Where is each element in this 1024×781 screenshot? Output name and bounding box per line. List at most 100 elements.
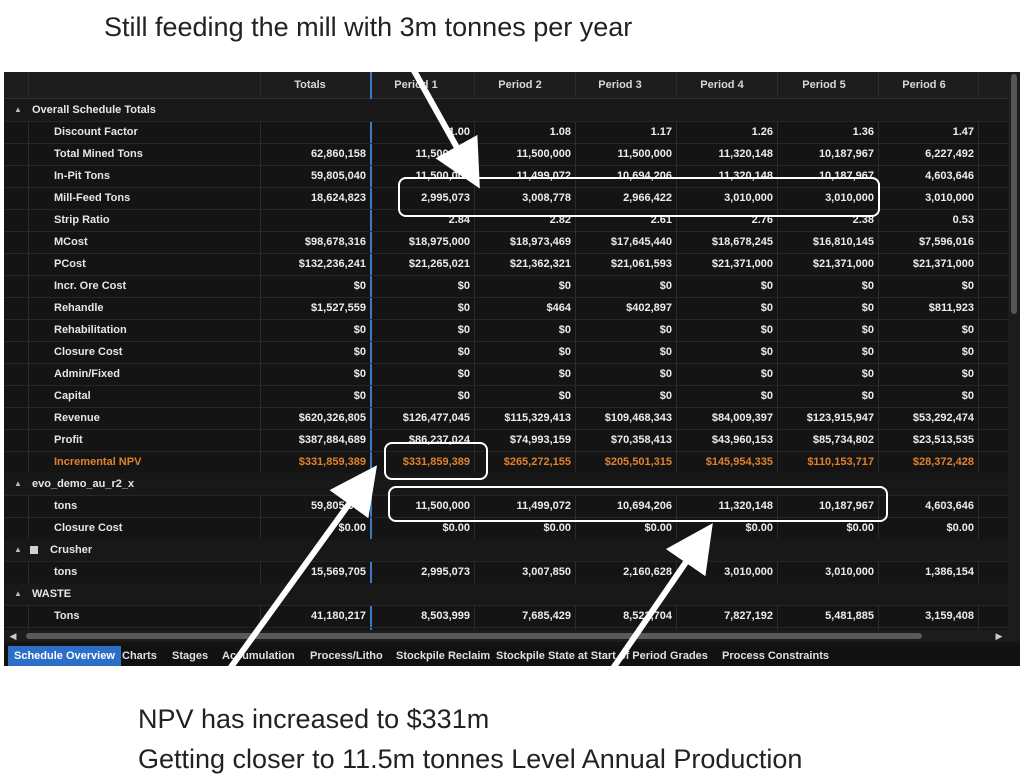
cell-period-2: $18,973,469 — [509, 236, 571, 248]
table-row[interactable]: PCost $132,236,241 $21,265,021 $21,362,321 $… — [4, 253, 1008, 276]
table-row[interactable]: Strip Ratio 2.84 2.82 2.61 2.76 2.38 0.53 — [4, 209, 1008, 232]
cell-period-6: $0 — [961, 346, 974, 358]
cell-totals: $1,527,559 — [310, 302, 366, 314]
group-row[interactable]: ▲ WASTE — [4, 583, 1008, 606]
vertical-scroll-thumb[interactable] — [1011, 74, 1017, 314]
cell-totals: $132,236,241 — [298, 258, 366, 270]
cell-period-4: $0 — [760, 368, 773, 380]
tab-stockpile-state-at-start-of-period[interactable]: Stockpile State at Start of Period — [496, 650, 667, 662]
cell-period-3: 10,694,206 — [616, 170, 672, 182]
collapse-toggle-icon[interactable]: ▲ — [14, 105, 22, 114]
table-row[interactable]: Rehandle $1,527,559 $0 $464 $402,897 $0 $0 $811… — [4, 297, 1008, 320]
table-row[interactable]: Admin/Fixed $0 $0 $0 $0 $0 $0 $0 — [4, 363, 1008, 386]
tab-process-constraints[interactable]: Process Constraints — [722, 650, 829, 662]
tab-accumulation[interactable]: Accumulation — [222, 650, 295, 662]
cell-period-3: $0 — [659, 346, 672, 358]
table-row[interactable]: Total Mined Tons 62,860,158 11,500,000 11,5… — [4, 143, 1008, 166]
row-label: tons — [54, 566, 78, 578]
row-label: PCost — [54, 258, 86, 270]
table-row[interactable]: Discount Factor 1.00 1.08 1.17 1.26 1.36 1.47 — [4, 121, 1008, 144]
horizontal-scroll-thumb[interactable] — [26, 633, 922, 639]
cell-period-5: 10,187,967 — [818, 170, 874, 182]
row-label: Strip Ratio — [54, 214, 110, 226]
table-row[interactable]: Incr. Ore Cost $0 $0 $0 $0 $0 $0 $0 — [4, 275, 1008, 298]
vertical-scrollbar[interactable] — [1008, 72, 1020, 630]
tab-stages[interactable]: Stages — [172, 650, 209, 662]
cell-period-3: $0.00 — [644, 522, 672, 534]
column-header-period-5[interactable]: Period 5 — [802, 79, 846, 91]
tab-charts[interactable]: Charts — [122, 650, 157, 662]
scroll-right-icon[interactable]: ▶ — [995, 631, 1003, 641]
cell-period-6: $811,923 — [928, 302, 974, 314]
table-row[interactable]: Mill-Feed Tons 18,624,823 2,995,073 3,008,7… — [4, 187, 1008, 210]
group-label: WASTE — [32, 588, 72, 600]
tab-bar: Schedule Overview Charts Stages Accumulatio… — [4, 646, 1020, 666]
tab-process-litho[interactable]: Process/Litho — [310, 650, 383, 662]
table-row[interactable]: Profit $387,884,689 $86,237,024 $74,993,159… — [4, 429, 1008, 452]
row-label: Incr. Ore Cost — [54, 280, 127, 292]
cell-period-3: $0 — [659, 324, 672, 336]
group-label: Crusher — [50, 544, 93, 556]
table-row[interactable]: Tons 41,180,217 8,503,999 7,685,429 8,522,70… — [4, 605, 1008, 628]
row-label: Profit — [54, 434, 83, 446]
group-color-swatch-icon — [30, 546, 38, 554]
collapse-toggle-icon[interactable]: ▲ — [14, 589, 22, 598]
cell-period-2: $0.00 — [543, 522, 571, 534]
schedule-grid: Totals Period 1 Period 2 Period 3 Period 4 Pe… — [4, 72, 1008, 630]
cell-totals: $0.00 — [338, 522, 366, 534]
collapse-toggle-icon[interactable]: ▲ — [14, 479, 22, 488]
tab-schedule-overview[interactable]: Schedule Overview — [8, 646, 121, 666]
cell-totals: $0 — [353, 280, 366, 292]
cell-period-6: $23,513,535 — [912, 434, 974, 446]
row-label: Total Mined Tons — [54, 148, 143, 160]
cell-period-1: 1.00 — [448, 126, 470, 138]
horizontal-scrollbar[interactable]: ◀ ▶ — [4, 630, 1020, 642]
row-label: MCost — [54, 236, 88, 248]
column-header-period-6[interactable]: Period 6 — [902, 79, 946, 91]
table-row[interactable]: Incremental NPV $331,859,389 $331,859,389 $… — [4, 451, 1008, 474]
table-row[interactable]: MCost $98,678,316 $18,975,000 $18,973,469 $1… — [4, 231, 1008, 254]
collapse-toggle-icon[interactable]: ▲ — [14, 545, 22, 554]
table-row[interactable]: Closure Cost $0 $0 $0 $0 $0 $0 $0 — [4, 341, 1008, 364]
row-label: Mill-Feed Tons — [54, 192, 131, 204]
cell-period-2: $21,362,321 — [509, 258, 571, 270]
cell-totals: $387,884,689 — [298, 434, 366, 446]
group-row[interactable]: ▲ Crusher — [4, 539, 1008, 562]
tab-grades[interactable]: Grades — [670, 650, 708, 662]
cell-period-6: $0 — [961, 324, 974, 336]
cell-period-5: 1.36 — [852, 126, 874, 138]
tab-stockpile-reclaim[interactable]: Stockpile Reclaim — [396, 650, 491, 662]
cell-period-2: $0 — [558, 390, 571, 402]
table-row[interactable]: tons 15,569,705 2,995,073 3,007,850 2,160,62… — [4, 561, 1008, 584]
row-label: Tons — [54, 610, 80, 622]
table-row[interactable]: Rehabilitation $0 $0 $0 $0 $0 $0 $0 — [4, 319, 1008, 342]
cell-period-1: $0 — [457, 280, 470, 292]
column-header-period-4[interactable]: Period 4 — [700, 79, 744, 91]
column-header-period-1[interactable]: Period 1 — [394, 79, 438, 91]
cell-period-6: 3,159,408 — [925, 610, 974, 622]
group-row[interactable]: ▲ Overall Schedule Totals — [4, 99, 1008, 122]
row-label: Rehabilitation — [54, 324, 127, 336]
cell-period-1: $0 — [457, 368, 470, 380]
cell-totals: $331,859,389 — [298, 456, 366, 468]
column-header-period-2[interactable]: Period 2 — [498, 79, 542, 91]
column-header-period-3[interactable]: Period 3 — [598, 79, 642, 91]
cell-period-6: $0 — [961, 280, 974, 292]
table-row[interactable]: Revenue $620,326,805 $126,477,045 $115,329,… — [4, 407, 1008, 430]
cell-period-1: 11,500,000 — [415, 148, 470, 160]
cell-period-1: $0 — [457, 302, 470, 314]
column-divider — [676, 72, 677, 630]
table-row[interactable]: In-Pit Tons 59,805,040 11,500,000 11,499,07… — [4, 165, 1008, 188]
cell-period-6: 1.47 — [952, 126, 974, 138]
column-header-totals[interactable]: Totals — [294, 79, 326, 91]
cell-period-5: 5,481,885 — [825, 610, 874, 622]
cell-period-2: $0 — [558, 346, 571, 358]
scroll-left-icon[interactable]: ◀ — [9, 631, 17, 641]
cell-period-4: 3,010,000 — [724, 566, 773, 578]
cell-totals — [256, 121, 366, 143]
cell-period-1: 8,503,999 — [421, 610, 470, 622]
cell-period-5: $21,371,000 — [812, 258, 874, 270]
cell-period-2: $464 — [546, 302, 571, 314]
table-row[interactable]: Capital $0 $0 $0 $0 $0 $0 $0 — [4, 385, 1008, 408]
cell-totals: $0 — [353, 390, 366, 402]
